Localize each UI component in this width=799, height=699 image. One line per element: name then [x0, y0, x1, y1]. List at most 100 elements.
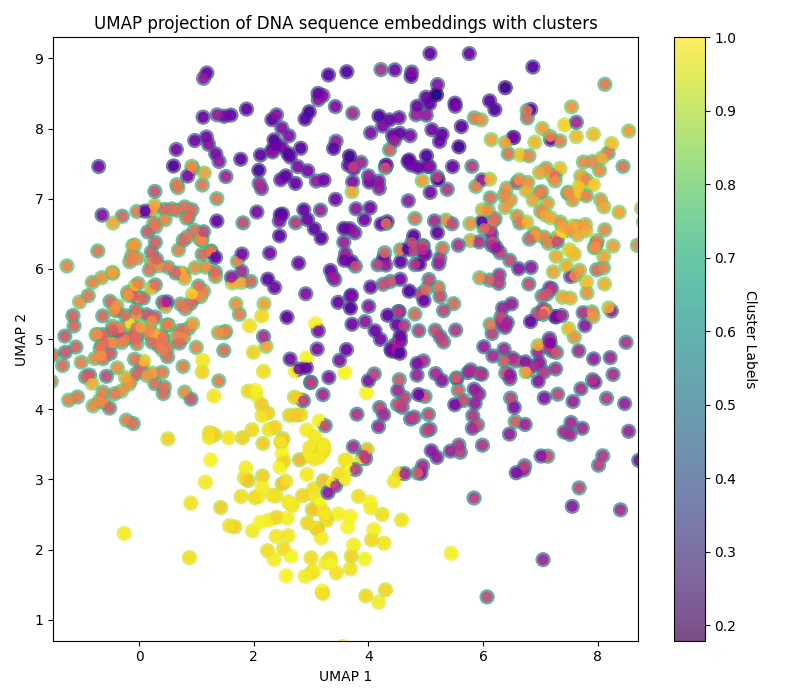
Point [407, 245, 420, 257]
Point [346, 176, 359, 187]
Point [188, 292, 201, 303]
Point [380, 160, 392, 171]
Point [533, 357, 546, 368]
Point [605, 305, 618, 317]
Point [320, 514, 333, 526]
Point [95, 272, 108, 283]
Point [145, 247, 157, 258]
Point [405, 71, 418, 82]
Point [170, 144, 183, 155]
Point [256, 438, 269, 449]
Point [586, 156, 599, 167]
Point [340, 66, 353, 78]
Point [116, 210, 129, 222]
Point [297, 204, 310, 215]
Point [604, 352, 617, 363]
Point [543, 333, 556, 344]
Point [483, 95, 496, 106]
Point [531, 347, 544, 358]
Point [536, 123, 549, 134]
Point [340, 344, 353, 355]
Point [162, 261, 175, 273]
Point [568, 249, 581, 260]
Point [368, 368, 380, 380]
Point [268, 554, 280, 565]
Point [364, 502, 377, 513]
Point [646, 348, 658, 359]
Point [602, 147, 614, 159]
Point [432, 282, 445, 293]
Point [378, 247, 391, 259]
Point [596, 450, 609, 461]
Point [580, 175, 593, 186]
Point [252, 165, 265, 176]
Point [507, 132, 520, 143]
Point [432, 258, 445, 269]
Point [537, 309, 550, 320]
Point [226, 278, 239, 289]
Point [62, 394, 75, 405]
Point [308, 454, 320, 465]
Point [396, 514, 408, 526]
Point [316, 389, 329, 401]
Point [314, 205, 327, 216]
Point [416, 460, 429, 471]
Point [392, 306, 405, 317]
Point [502, 148, 515, 159]
Point [549, 311, 562, 322]
Point [338, 254, 351, 266]
Point [405, 66, 418, 78]
Point [298, 15, 311, 27]
Point [10, 315, 23, 326]
Point [509, 416, 522, 427]
Point [411, 358, 423, 369]
Point [519, 419, 531, 430]
Point [602, 147, 614, 159]
Point [195, 235, 208, 246]
Title: UMAP projection of DNA sequence embeddings with clusters: UMAP projection of DNA sequence embeddin… [93, 15, 598, 33]
Point [146, 337, 159, 348]
Point [328, 274, 341, 285]
Point [541, 451, 554, 462]
Point [289, 178, 302, 189]
Point [593, 165, 606, 176]
Point [449, 324, 462, 336]
Point [529, 230, 542, 241]
Point [375, 64, 388, 75]
Point [483, 95, 496, 106]
Point [236, 432, 248, 443]
Point [646, 348, 658, 359]
Point [304, 442, 316, 453]
Point [463, 48, 475, 59]
Point [297, 395, 310, 406]
Point [127, 418, 140, 429]
Point [186, 163, 199, 174]
Point [535, 291, 548, 302]
Point [162, 319, 175, 331]
Point [441, 184, 454, 195]
Point [439, 215, 452, 226]
Point [622, 426, 635, 437]
Point [217, 345, 230, 356]
Point [467, 384, 480, 395]
Point [197, 285, 210, 296]
Point [161, 341, 174, 352]
Point [483, 224, 496, 235]
Point [579, 219, 592, 230]
Point [316, 440, 329, 451]
Point [284, 354, 296, 365]
Point [359, 316, 372, 327]
Point [430, 89, 443, 101]
Point [261, 545, 274, 556]
Point [274, 174, 287, 185]
Point [504, 392, 517, 403]
Point [220, 171, 233, 182]
Point [273, 215, 286, 226]
Point [104, 348, 117, 359]
Point [318, 445, 331, 456]
Point [284, 498, 297, 510]
Point [342, 159, 355, 171]
Point [476, 204, 489, 215]
Point [478, 223, 491, 234]
Point [174, 298, 187, 310]
